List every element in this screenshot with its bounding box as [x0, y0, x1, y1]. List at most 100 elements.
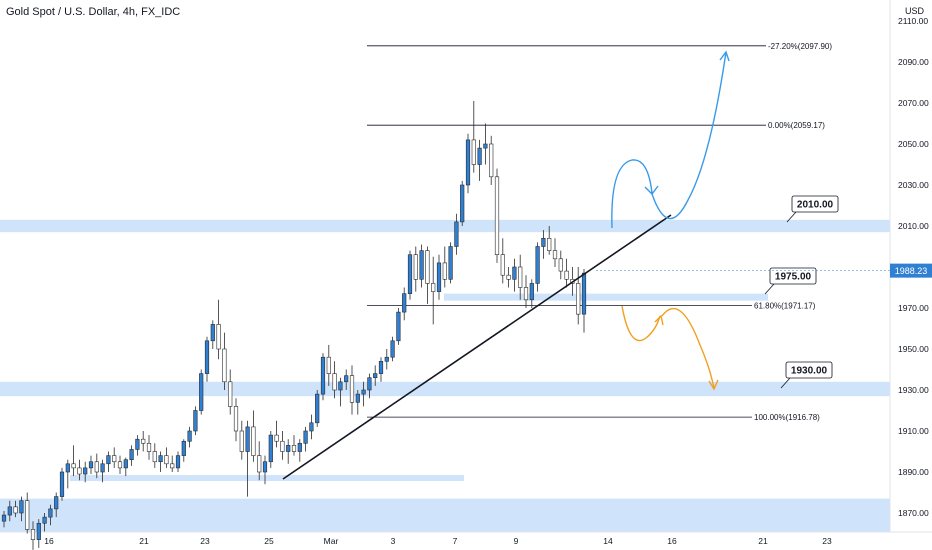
callout-label: 1975.00: [775, 272, 812, 283]
time-tick-label: 9: [514, 536, 519, 546]
candle: [518, 254, 523, 300]
callout-box: [785, 361, 833, 379]
candle-body: [222, 348, 227, 383]
candle: [187, 426, 192, 448]
candle-body: [309, 422, 314, 432]
candle: [332, 361, 337, 399]
candle-body: [500, 254, 505, 276]
candle-body: [483, 143, 488, 149]
callout-pointer: [764, 283, 775, 295]
candle-body: [7, 506, 12, 516]
bearish-projection-arrow: [661, 307, 719, 391]
candle-body: [152, 451, 157, 463]
zone-band: [0, 219, 890, 233]
price-callout: 1930.00: [780, 361, 833, 389]
candle: [36, 519, 41, 548]
price-tick-label: 2010.00: [898, 221, 929, 231]
candle-body: [25, 500, 30, 530]
price-tick-label: 1970.00: [898, 303, 929, 313]
candle-body: [181, 440, 186, 456]
candle: [210, 320, 215, 349]
time-tick-label: 7: [453, 536, 458, 546]
candle-body: [123, 459, 128, 469]
candle: [576, 267, 581, 325]
callout-label: 1930.00: [791, 366, 828, 377]
candle: [152, 443, 157, 468]
candle: [494, 168, 500, 263]
candle-body: [77, 467, 82, 475]
candle: [309, 414, 314, 440]
candle-body: [135, 438, 140, 450]
price-tick-label: 2070.00: [898, 98, 929, 108]
candle-body: [48, 508, 53, 518]
candle-body: [170, 463, 175, 469]
candle: [19, 496, 24, 522]
candle-body: [100, 463, 105, 473]
fib-level-label: 61.80%(1971.17): [754, 302, 816, 311]
candle-body: [65, 463, 70, 473]
price-tick-label: 2090.00: [898, 57, 929, 67]
time-tick-label: 3: [391, 536, 396, 546]
time-tick-label: 21: [758, 536, 768, 546]
candle-body: [332, 373, 337, 391]
candle: [286, 439, 291, 464]
candle-body: [83, 467, 88, 475]
candle-body: [494, 176, 500, 256]
candle-body: [274, 434, 279, 442]
candle-body: [390, 340, 395, 358]
zone-band: [444, 293, 768, 301]
candle: [222, 332, 227, 390]
candle-body: [576, 283, 581, 315]
candle: [297, 439, 302, 462]
candle-body: [454, 221, 459, 247]
candle: [71, 445, 76, 477]
candle: [117, 455, 123, 475]
candle: [431, 256, 436, 325]
candle: [320, 353, 326, 401]
fib-level-label: -27.20%(2097.90): [768, 42, 832, 51]
candle: [106, 451, 111, 472]
candle: [170, 455, 175, 472]
candle: [54, 492, 59, 518]
candle-body: [54, 496, 59, 510]
price-callout: 1975.00: [764, 267, 817, 295]
candle: [454, 213, 459, 255]
candle: [349, 365, 355, 415]
candle: [413, 246, 418, 292]
price-callout: 2010.00: [786, 195, 839, 223]
candle-body: [42, 516, 47, 524]
candle-body: [146, 442, 152, 452]
candle: [373, 365, 378, 386]
candle: [547, 226, 552, 255]
candle-body: [349, 375, 355, 403]
fib-level-label: 0.00%(2059.17): [768, 121, 825, 130]
candle-body: [187, 430, 192, 442]
candle: [175, 451, 181, 472]
candle: [83, 461, 88, 483]
candle-body: [141, 438, 146, 444]
candle-body: [88, 461, 94, 469]
candle: [326, 344, 331, 386]
candle: [77, 459, 82, 481]
candle-body: [425, 250, 430, 284]
candle-body: [535, 246, 540, 284]
candle-body: [512, 266, 517, 280]
candle-body: [518, 266, 523, 288]
price-tick-label: 1910.00: [898, 426, 929, 436]
candle: [59, 467, 65, 501]
fib-level-label: 100.00%(1916.78): [754, 413, 820, 422]
candle: [523, 275, 529, 308]
candle: [274, 420, 279, 448]
candle-body: [36, 522, 41, 540]
candle: [42, 513, 47, 532]
candle: [129, 445, 134, 466]
candle: [581, 269, 587, 333]
time-tick-label: 16: [44, 536, 54, 546]
candle: [552, 238, 558, 267]
candle-body: [199, 373, 204, 411]
time-tick-label: 23: [200, 536, 210, 546]
candle-body: [30, 529, 36, 540]
time-tick-label: 23: [822, 536, 832, 546]
candle: [13, 500, 18, 518]
